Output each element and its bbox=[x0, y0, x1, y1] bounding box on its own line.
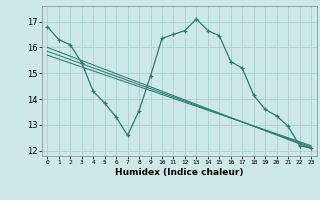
X-axis label: Humidex (Indice chaleur): Humidex (Indice chaleur) bbox=[115, 168, 244, 177]
